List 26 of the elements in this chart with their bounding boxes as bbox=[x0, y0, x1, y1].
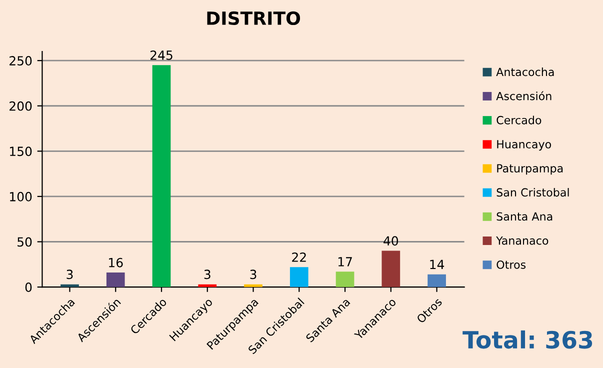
data-label: 14 bbox=[430, 260, 444, 269]
data-label: 3 bbox=[204, 270, 210, 280]
legend-label: Paturpampa bbox=[497, 164, 563, 175]
chart-title: DISTRITO bbox=[207, 11, 300, 26]
legend-label: Santa Ana bbox=[496, 212, 552, 221]
y-tick-label: 50 bbox=[18, 237, 32, 247]
data-label: 16 bbox=[109, 258, 123, 268]
legend-label: Otros bbox=[496, 260, 526, 269]
legend-label: San Cristobal bbox=[496, 188, 569, 197]
data-label: 17 bbox=[338, 257, 352, 266]
legend-label: Ascensión bbox=[496, 91, 552, 100]
data-label: 3 bbox=[66, 270, 73, 280]
legend-label: Huancayo bbox=[497, 140, 552, 151]
legend-label: Yananaco bbox=[496, 236, 548, 245]
y-tick-label: 200 bbox=[10, 101, 32, 111]
data-label: 40 bbox=[384, 236, 398, 246]
data-label: 245 bbox=[150, 50, 172, 60]
y-tick-label: 250 bbox=[10, 56, 32, 66]
legend-label: Antacocha bbox=[496, 68, 554, 76]
y-tick-label: 0 bbox=[25, 282, 32, 292]
legend-label: Cercado bbox=[496, 116, 542, 124]
text: Total: 363 bbox=[462, 330, 592, 349]
y-tick-label: 150 bbox=[10, 146, 32, 156]
data-label: 3 bbox=[250, 270, 256, 280]
y-tick-label: 100 bbox=[10, 192, 32, 202]
data-label: 22 bbox=[292, 252, 306, 262]
